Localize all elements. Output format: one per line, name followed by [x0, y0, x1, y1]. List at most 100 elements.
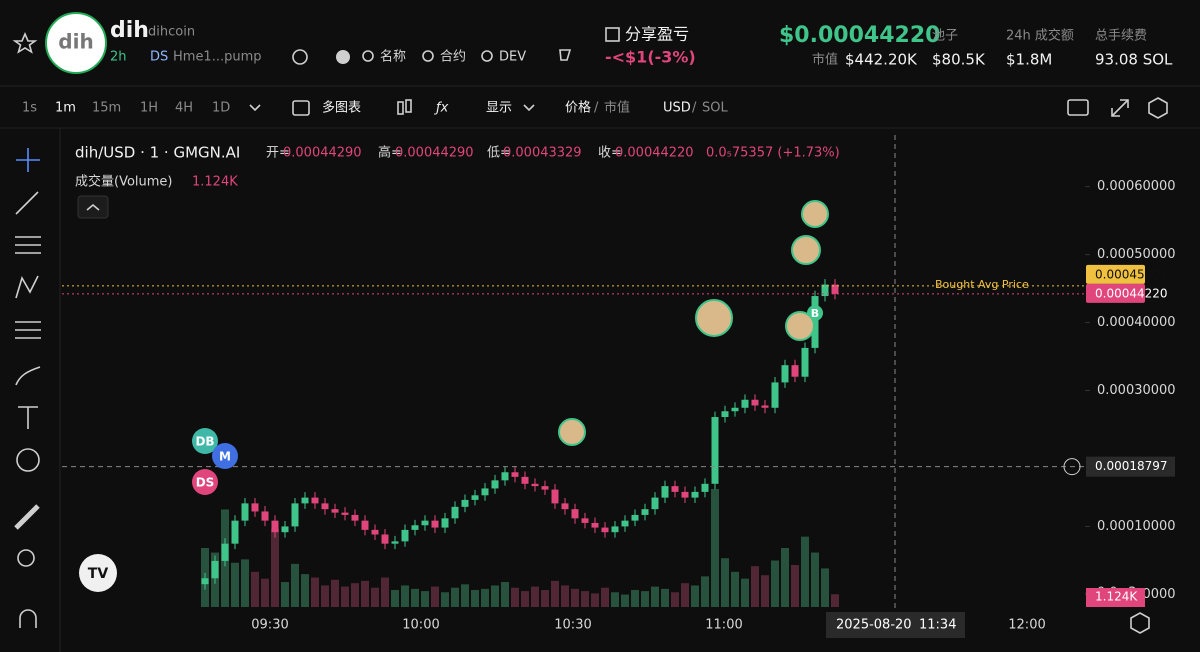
search-name[interactable]: 名称	[380, 49, 406, 65]
interval[interactable]: 1H	[140, 101, 158, 116]
trader-avatar[interactable]	[791, 235, 821, 265]
candle-body	[581, 518, 589, 523]
line-tool[interactable]	[15, 191, 39, 215]
chat-icon[interactable]	[336, 50, 350, 64]
trader-avatar[interactable]	[785, 311, 815, 341]
crosshair-tag	[1086, 456, 1175, 477]
mcap-toggle[interactable]: 市值	[604, 100, 630, 116]
candle-body	[811, 296, 819, 348]
address[interactable]: Hme1...pump	[173, 50, 262, 65]
text-tool[interactable]	[18, 406, 38, 429]
volume-bar	[631, 589, 639, 607]
mcap-label: 市值	[812, 52, 838, 68]
star-icon[interactable]	[12, 31, 38, 54]
sol-toggle[interactable]: SOL	[702, 101, 728, 116]
trader-avatar[interactable]	[558, 418, 586, 446]
candle-body	[621, 520, 629, 527]
trader-avatar[interactable]	[695, 299, 733, 337]
volume-bar	[751, 566, 759, 607]
volume-bar	[311, 577, 319, 607]
candle-icon[interactable]	[397, 101, 404, 115]
zoom-tool[interactable]	[17, 549, 35, 567]
fx-icon[interactable]: ƒx	[433, 101, 449, 116]
usd-toggle[interactable]: USD	[663, 101, 691, 116]
pnl: -<$1(-3%)	[605, 48, 696, 67]
candle-body	[281, 526, 289, 533]
volume-bar	[461, 584, 469, 607]
candle-body	[781, 365, 789, 383]
volume-bar	[341, 586, 349, 607]
collapse-icon	[86, 203, 100, 211]
chevron[interactable]	[249, 104, 261, 112]
web-icon[interactable]	[292, 49, 308, 65]
volume-bar	[691, 585, 699, 607]
volume-bar	[681, 583, 689, 607]
search-contract[interactable]: 合约	[440, 50, 466, 65]
add-alert[interactable]	[1063, 458, 1081, 476]
candle-body	[271, 520, 279, 533]
token-fullname: dihcoin	[148, 25, 195, 40]
volume-bar	[431, 586, 439, 607]
axis-settings[interactable]	[1130, 612, 1150, 634]
candle-body	[421, 520, 429, 526]
volume-bar	[251, 571, 259, 607]
volume-bar	[241, 559, 249, 607]
volume-bar	[661, 588, 669, 607]
trade-marker[interactable]	[192, 469, 218, 495]
magnet-tool[interactable]	[19, 609, 37, 628]
multi-icon[interactable]	[292, 100, 310, 116]
settings-icon[interactable]	[1148, 97, 1168, 119]
fees: 93.08 SOL	[1095, 51, 1173, 69]
collapse-button[interactable]	[77, 195, 109, 219]
volume-bar	[351, 583, 359, 607]
price-toggle[interactable]: 价格	[565, 100, 591, 116]
search-dev[interactable]: DEV	[499, 50, 526, 65]
candle-body	[641, 509, 649, 515]
tv-logo[interactable]	[79, 554, 117, 592]
candle-body	[221, 543, 229, 561]
candle-body	[371, 529, 379, 535]
ruler-tool[interactable]	[14, 504, 40, 530]
emoji-tool[interactable]	[16, 448, 40, 472]
volume-bar	[401, 585, 409, 607]
candle-body	[411, 525, 419, 530]
trader-avatar[interactable]	[801, 200, 829, 228]
candle-body	[631, 514, 639, 521]
interval[interactable]: 1s	[22, 101, 37, 116]
interval[interactable]: 15m	[92, 101, 121, 116]
camera-icon[interactable]	[1067, 99, 1089, 116]
chevron[interactable]	[523, 104, 535, 112]
candle-body	[551, 489, 559, 504]
crosshair-date: 2025-08-20	[836, 618, 912, 633]
crosshair-time: 11:34	[919, 618, 956, 633]
interval[interactable]: 4H	[175, 101, 193, 116]
candle-body	[711, 417, 719, 484]
interval[interactable]: 1D	[212, 101, 230, 116]
candle-body	[661, 486, 669, 498]
trade-marker[interactable]	[212, 443, 238, 469]
x-tick-label: 11:00	[705, 618, 742, 633]
volume-bar	[801, 536, 809, 607]
pool-label: 池子	[932, 29, 958, 44]
legend-close: 0.00044220	[615, 146, 694, 161]
share-icon[interactable]	[605, 27, 620, 42]
slash: /	[594, 101, 599, 116]
display[interactable]: 显示	[486, 101, 512, 116]
multi-chart[interactable]: 多图表	[322, 100, 361, 116]
volume-bar	[601, 587, 609, 607]
volume-bar	[521, 591, 529, 607]
volume-bar	[361, 580, 369, 607]
interval[interactable]: 1m	[55, 101, 76, 116]
trade-marker-label: DB	[195, 435, 214, 449]
share[interactable]: 分享盈亏	[625, 25, 689, 44]
trade-marker[interactable]	[192, 428, 218, 454]
fib-tool[interactable]	[15, 236, 41, 254]
volume-bar	[291, 563, 299, 607]
brush-tool[interactable]	[15, 366, 41, 386]
crown-icon[interactable]	[559, 49, 572, 61]
pattern-tool[interactable]	[15, 275, 39, 299]
volume-bar	[701, 576, 709, 607]
volume-label: 24h 成交额	[1006, 28, 1074, 44]
crosshair-tool[interactable]	[16, 148, 40, 172]
forecast-tool[interactable]	[15, 321, 41, 339]
